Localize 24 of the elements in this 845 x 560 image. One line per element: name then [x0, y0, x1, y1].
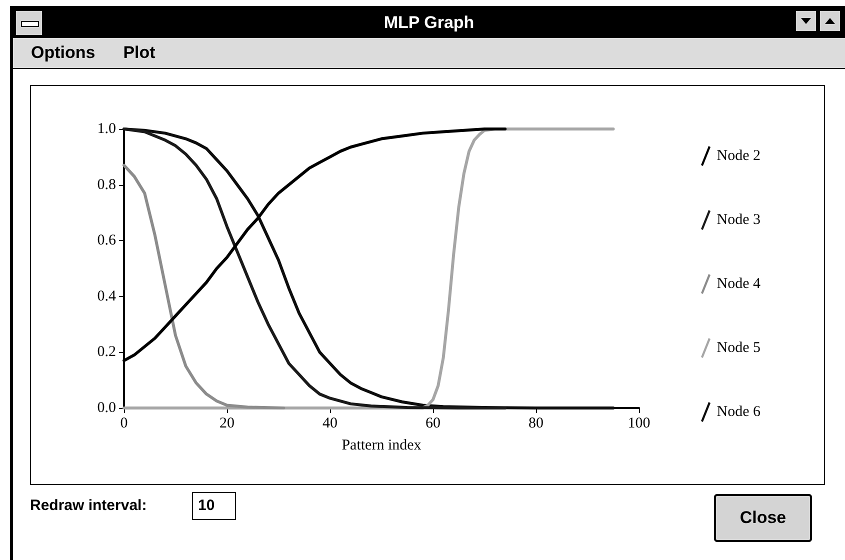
text: Redraw interval:: [30, 497, 147, 514]
close-button: Close: [714, 494, 812, 542]
x-tick-label: 40: [322, 416, 338, 432]
chart-title: MLP Graph: [13, 8, 845, 38]
y-tick-label: 0.6: [97, 232, 116, 249]
legend-label: Node 3: [716, 212, 761, 228]
y-tick-label: 0.4: [97, 288, 116, 304]
text: Plot: [123, 43, 156, 62]
legend-label: Node 2: [716, 148, 761, 164]
y-tick-label: 0.2: [97, 344, 116, 360]
redraw-interval-field: 10: [192, 492, 236, 520]
y-tick-label: 0.8: [97, 176, 116, 193]
x-tick-label: 20: [220, 416, 234, 432]
x-tick-label: 80: [528, 416, 544, 432]
y-tick-label: 0.0: [97, 400, 116, 416]
x-tick-label: 60: [426, 416, 440, 432]
x-axis-title: Pattern index: [342, 438, 422, 454]
legend-label: Node 4: [716, 276, 761, 292]
y-tick-label: 1.0: [97, 121, 116, 137]
legend-label: Node 6: [716, 404, 761, 420]
text: Options: [31, 43, 96, 62]
x-tick-label: 0: [120, 416, 128, 432]
legend-label: Node 5: [716, 340, 761, 356]
x-tick-label: 100: [628, 416, 650, 432]
